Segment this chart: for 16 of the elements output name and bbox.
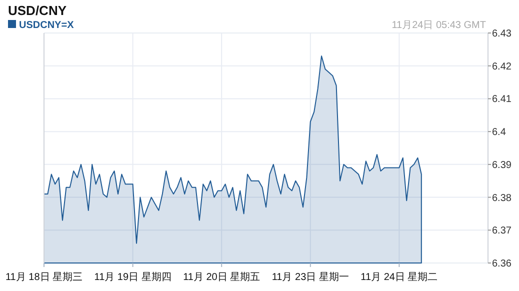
y-tick-label: 6.39 [492,160,512,171]
y-tick-label: 6.36 [492,258,512,270]
x-tick-label: 11月 19日 星期四 [94,271,172,283]
text: 11月24日 05:43 GMT [392,20,486,31]
y-tick-label: 6.37 [492,226,512,237]
y-tick-label: 6.43 [492,28,512,40]
x-tick-label: 11月 18日 星期三 [5,271,83,283]
x-tick-label: 11月 23日 星期一 [272,271,349,283]
x-tick-label: 11月 20日 星期五 [183,271,260,283]
y-tick-label: 6.38 [492,192,512,204]
y-tick-label: 6.4 [492,127,506,138]
x-tick-label: 11月 24日 星期二 [360,271,438,283]
legend-label: USDCNY=X [19,20,74,31]
y-tick-label: 6.41 [492,94,512,106]
chart-title: USD/CNY [8,3,67,18]
y-tick-label: 6.42 [492,61,512,72]
